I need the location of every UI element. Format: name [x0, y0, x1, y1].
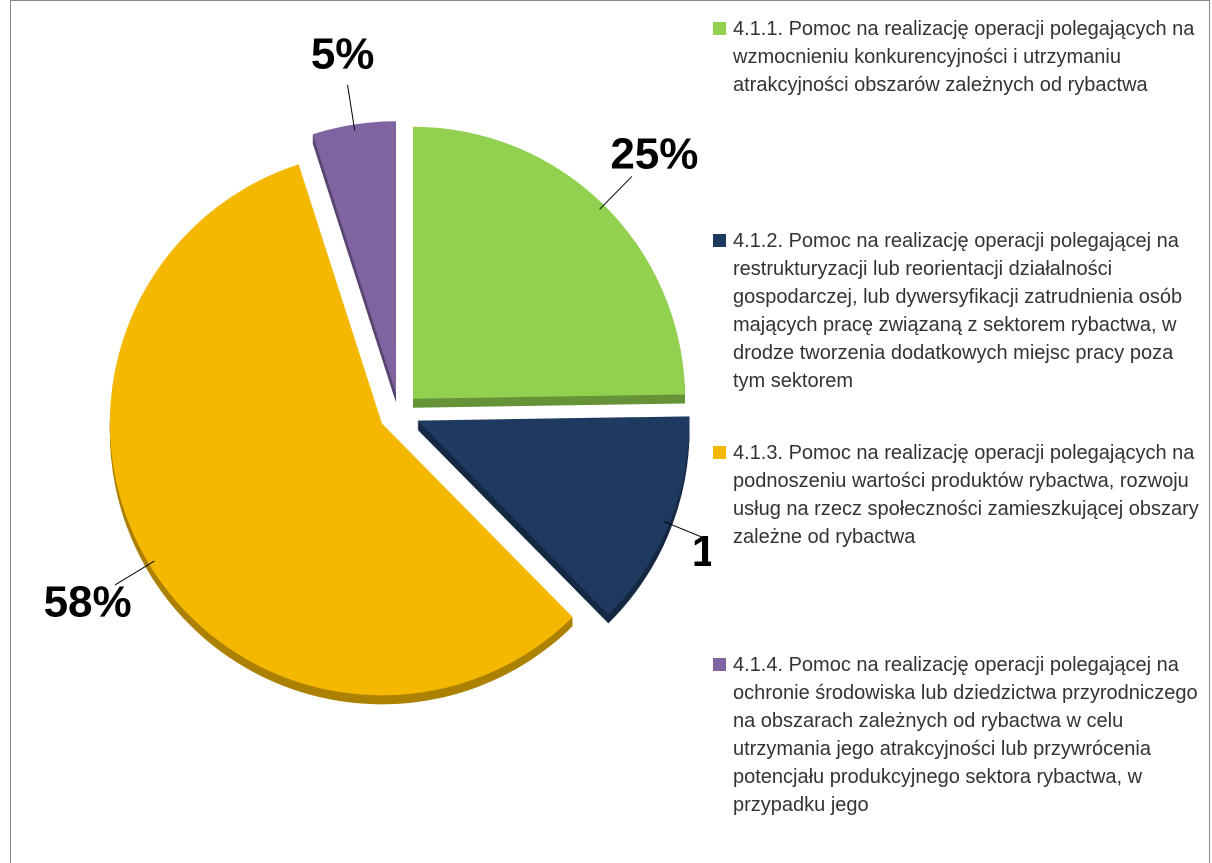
chart-frame: 25% 13% 58% 5% 4.1.1. Pomoc na realizację o… — [10, 0, 1210, 863]
slice — [413, 126, 685, 399]
legend-text: 4.1.2. Pomoc na realizację operacji pole… — [733, 230, 1183, 392]
data-label: 25% — [610, 130, 698, 179]
slice — [312, 121, 396, 394]
legend-item: 4.1.1. Pomoc na realizację operacji pole… — [711, 15, 1201, 99]
pie-chart: 25% 13% 58% 5% — [44, 29, 711, 705]
data-label: 13% — [692, 527, 711, 576]
legend-item: 4.1.3. Pomoc na realizację operacji pole… — [711, 439, 1201, 551]
legend-swatch — [713, 446, 726, 459]
legend-text: 4.1.1. Pomoc na realizację operacji pole… — [733, 18, 1195, 96]
legend-text: 4.1.4. Pomoc na realizację operacji pole… — [733, 654, 1198, 816]
leader-line — [663, 520, 707, 540]
slice — [417, 416, 690, 615]
legend-swatch — [713, 658, 726, 671]
leader-line — [347, 84, 356, 131]
legend-text: 4.1.3. Pomoc na realizację operacji pole… — [733, 442, 1199, 548]
legend-swatch — [713, 22, 726, 35]
legend: 4.1.1. Pomoc na realizację operacji pole… — [711, 1, 1209, 863]
leader-line — [599, 176, 633, 210]
data-label: 5% — [311, 29, 375, 78]
data-label: 58% — [44, 577, 132, 626]
legend-swatch — [713, 234, 726, 247]
slice — [109, 164, 573, 696]
legend-item: 4.1.4. Pomoc na realizację operacji pole… — [711, 651, 1201, 819]
legend-item: 4.1.2. Pomoc na realizację operacji pole… — [711, 227, 1201, 395]
leader-line — [114, 560, 155, 586]
